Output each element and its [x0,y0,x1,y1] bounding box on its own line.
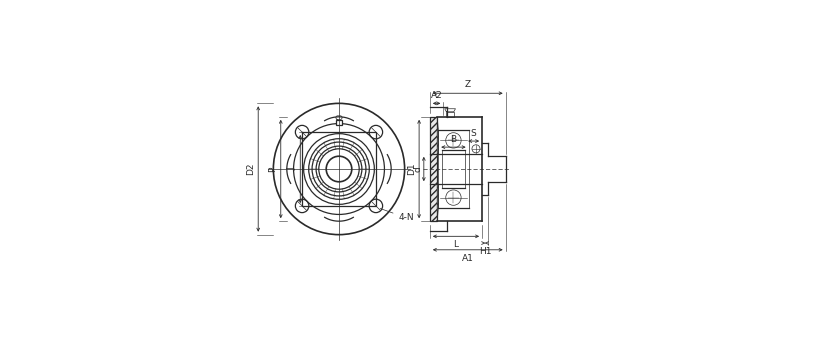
Polygon shape [437,184,438,221]
Bar [336,120,342,125]
Polygon shape [437,117,438,154]
Text: 4-N: 4-N [380,209,414,222]
Text: Z: Z [464,80,471,89]
Text: L: L [454,240,459,249]
Text: S: S [471,129,477,138]
Text: D1: D1 [407,163,416,175]
Text: d: d [413,166,422,172]
Text: P: P [268,166,277,172]
Text: A2: A2 [431,91,442,100]
Text: A1: A1 [462,254,473,263]
Bar [446,112,454,117]
Bar [430,117,437,221]
Text: D2: D2 [246,163,255,175]
Text: J: J [288,168,297,170]
Text: H1: H1 [479,247,491,256]
Bar [430,117,437,221]
Text: B: B [450,135,456,144]
